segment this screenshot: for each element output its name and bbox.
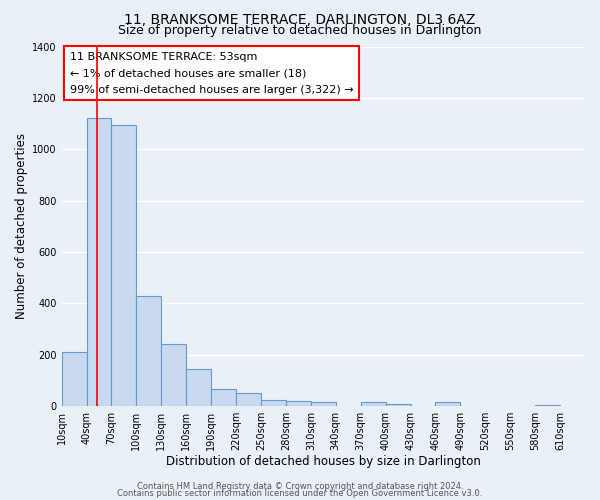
Bar: [136, 296, 161, 406]
Bar: [361, 402, 386, 406]
Bar: [311, 402, 336, 406]
Bar: [386, 404, 410, 406]
Bar: [112, 125, 136, 406]
Bar: [211, 390, 236, 406]
Bar: [436, 402, 460, 406]
Y-axis label: Number of detached properties: Number of detached properties: [15, 134, 28, 320]
Text: 11, BRANKSOME TERRACE, DARLINGTON, DL3 6AZ: 11, BRANKSOME TERRACE, DARLINGTON, DL3 6…: [124, 12, 476, 26]
Bar: [236, 394, 261, 406]
Bar: [62, 352, 86, 406]
Text: Contains HM Land Registry data © Crown copyright and database right 2024.: Contains HM Land Registry data © Crown c…: [137, 482, 463, 491]
Text: Size of property relative to detached houses in Darlington: Size of property relative to detached ho…: [118, 24, 482, 37]
Bar: [286, 401, 311, 406]
Bar: [186, 369, 211, 406]
Text: 11 BRANKSOME TERRACE: 53sqm
← 1% of detached houses are smaller (18)
99% of semi: 11 BRANKSOME TERRACE: 53sqm ← 1% of deta…: [70, 52, 353, 94]
Bar: [86, 118, 112, 406]
Text: Contains public sector information licensed under the Open Government Licence v3: Contains public sector information licen…: [118, 490, 482, 498]
Bar: [161, 344, 186, 406]
X-axis label: Distribution of detached houses by size in Darlington: Distribution of detached houses by size …: [166, 454, 481, 468]
Bar: [535, 405, 560, 406]
Bar: [261, 400, 286, 406]
